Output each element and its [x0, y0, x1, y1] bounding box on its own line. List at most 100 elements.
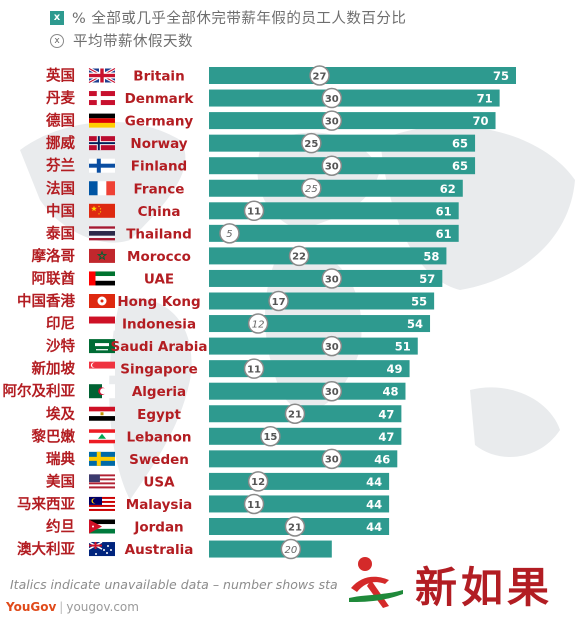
bar — [209, 337, 418, 355]
bar-value-label: 61 — [436, 227, 452, 241]
bar — [209, 67, 516, 84]
bar-value-label: 48 — [382, 385, 398, 399]
bar-value-label: 47 — [378, 407, 394, 421]
brand-separator: | — [59, 600, 64, 614]
bar-value-label: 44 — [366, 475, 382, 489]
usa-flag-icon — [89, 474, 115, 489]
days-marker — [219, 223, 240, 244]
bar — [209, 247, 447, 265]
country-label-cn: 马来西亚 — [17, 495, 75, 513]
country-label-cn: 美国 — [46, 472, 75, 490]
bar — [209, 540, 332, 558]
france-flag-icon — [89, 181, 115, 196]
bar — [209, 179, 463, 197]
bar-value-label: 49 — [387, 362, 403, 376]
bar — [209, 292, 435, 310]
legend-box-icon: x — [50, 10, 64, 25]
country-label-cn: 阿联酋 — [32, 269, 76, 287]
country-label-cn: 印尼 — [46, 315, 75, 333]
bar-value-label: 62 — [440, 182, 456, 196]
uae-flag-icon — [89, 271, 115, 286]
days-marker — [321, 380, 343, 402]
days-value-label: 11 — [247, 500, 261, 511]
country-label-en: Denmark — [125, 91, 195, 107]
legend-days: x 平均带薪休假天数 — [50, 29, 406, 52]
legend-days-label: 平均带薪休假天数 — [73, 34, 193, 50]
germany-flag-icon — [89, 113, 115, 128]
days-value-label: 30 — [325, 455, 339, 466]
denmark-flag-icon — [89, 91, 115, 106]
days-marker — [288, 245, 310, 267]
country-label-en: Lebanon — [126, 429, 191, 445]
bar-value-label: 58 — [423, 249, 439, 263]
country-label-en: Saudi Arabia — [110, 339, 207, 355]
bar-value-label: 46 — [374, 452, 390, 466]
brand-url[interactable]: yougov.com — [66, 600, 139, 614]
bar — [209, 202, 459, 220]
bar — [209, 450, 398, 468]
days-value-label: 30 — [325, 162, 339, 173]
country-label-en: USA — [143, 474, 175, 490]
country-label-en: Sweden — [129, 452, 189, 468]
days-value-label: 21 — [288, 410, 302, 421]
days-marker — [243, 493, 265, 515]
country-label-cn: 英国 — [46, 67, 75, 85]
country-label-cn: 约旦 — [46, 518, 75, 536]
bar-value-label: 70 — [473, 114, 489, 128]
bar-value-label: 55 — [411, 295, 427, 309]
bar — [209, 224, 459, 242]
bar — [209, 427, 402, 445]
days-value-label: 30 — [325, 387, 339, 398]
watermark-text: 新如果 — [415, 563, 554, 612]
days-marker — [243, 200, 265, 222]
australia-flag-icon — [88, 541, 115, 557]
legend-circle-icon: x — [50, 33, 64, 48]
days-value-label: 30 — [325, 94, 339, 105]
country-label-en: Finland — [131, 159, 187, 175]
country-label-cn: 瑞典 — [46, 450, 75, 468]
days-marker — [321, 87, 343, 109]
bar — [209, 382, 406, 400]
country-label-en: Jordan — [133, 520, 183, 536]
bar-value-label: 54 — [407, 317, 423, 331]
days-value-label: 12 — [252, 319, 265, 330]
bar-value-label: 57 — [419, 272, 435, 286]
days-marker — [243, 358, 265, 379]
country-label-en: Morocco — [127, 249, 191, 265]
bar-value-label: 65 — [452, 159, 468, 173]
country-label-cn: 中国香港 — [17, 292, 75, 310]
days-marker — [301, 178, 322, 199]
country-label-cn: 法国 — [46, 179, 75, 197]
days-marker — [321, 155, 343, 176]
days-marker — [321, 110, 343, 131]
country-label-en: France — [134, 181, 185, 197]
days-marker — [280, 538, 302, 560]
bar-value-label: 51 — [395, 340, 411, 354]
watermark: 新如果 — [345, 548, 581, 618]
country-label-en: Australia — [125, 542, 194, 558]
legend-percentage: x % 全部或几乎全部休完带薪年假的员工人数百分比 — [50, 6, 406, 29]
bar-value-label: 47 — [378, 430, 394, 444]
country-label-cn: 泰国 — [46, 224, 75, 242]
days-value-label: 21 — [288, 522, 302, 533]
bar-value-label: 44 — [366, 497, 382, 511]
days-value-label: 17 — [272, 297, 286, 308]
bar — [209, 89, 500, 107]
days-marker — [321, 268, 343, 289]
thailand-flag-icon — [89, 226, 115, 241]
bar-value-label: 65 — [452, 137, 468, 151]
days-value-label: 30 — [325, 342, 339, 353]
country-label-en: China — [138, 204, 181, 220]
legend: x % 全部或几乎全部休完带薪年假的员工人数百分比 x 平均带薪休假天数 — [50, 6, 406, 52]
brand: YouGov | yougov.com — [6, 600, 139, 614]
country-label-cn: 新加坡 — [32, 360, 76, 378]
country-label-cn: 芬兰 — [45, 157, 75, 175]
days-value-label: 12 — [251, 477, 265, 488]
bar — [209, 315, 431, 333]
country-label-cn: 摩洛哥 — [32, 247, 76, 265]
legend-percentage-label: % 全部或几乎全部休完带薪年假的员工人数百分比 — [72, 11, 407, 27]
bar — [209, 112, 496, 130]
days-value-label: 22 — [292, 252, 306, 263]
uk-flag-icon — [88, 67, 116, 84]
bar — [209, 134, 476, 152]
